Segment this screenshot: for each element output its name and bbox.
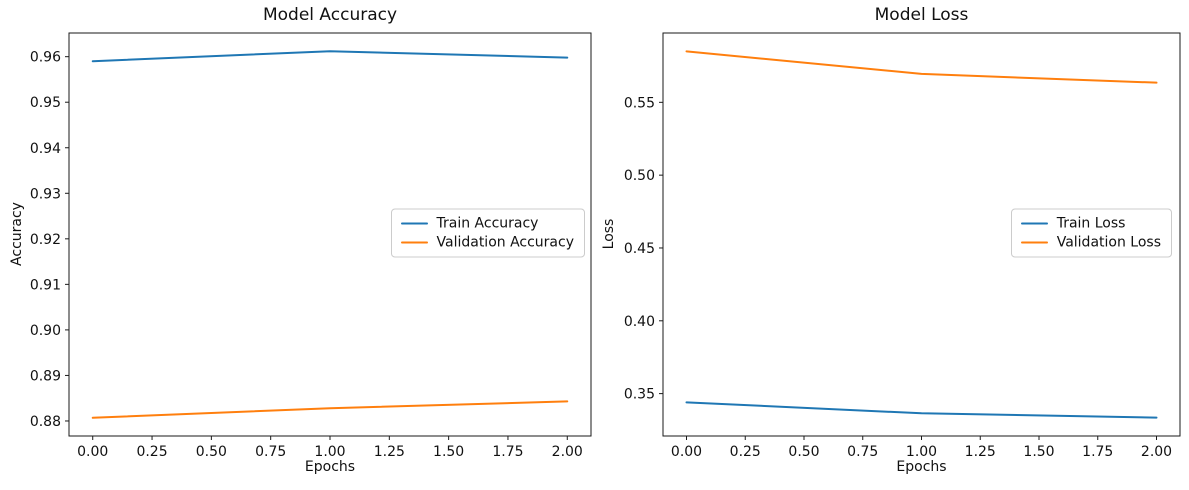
x-tick-label: 2.00: [1141, 444, 1172, 460]
train-loss-line: [685, 401, 1158, 419]
x-tick-label: 1.75: [492, 444, 523, 460]
y-tick-label: 0.93: [30, 186, 61, 202]
y-tick-label: 0.95: [30, 95, 61, 111]
accuracy-legend: Train Accuracy Validation Accuracy: [390, 208, 585, 258]
y-tick-label: 0.94: [30, 141, 61, 157]
y-tick-label: 0.50: [624, 168, 655, 184]
legend-line-swatch: [1020, 222, 1048, 225]
x-tick-label: 0.75: [255, 444, 286, 460]
y-tick-label: 0.90: [30, 323, 61, 339]
x-tick-label: 1.25: [965, 444, 996, 460]
loss-yaxis-label: Loss: [601, 218, 617, 250]
accuracy-xaxis-label: Epochs: [304, 459, 356, 475]
validation-accuracy-line: [91, 400, 569, 419]
x-tick-label: 0.25: [730, 444, 761, 460]
loss-xaxis-label: Epochs: [896, 459, 947, 475]
legend-label: Train Accuracy: [436, 215, 539, 232]
legend-label: Validation Loss: [1056, 234, 1161, 251]
y-tick-label: 0.45: [624, 241, 655, 257]
loss-legend: Train Loss Validation Loss: [1010, 208, 1172, 258]
accuracy-chart-title: Model Accuracy: [262, 5, 398, 25]
legend-item: Validation Accuracy: [400, 234, 575, 252]
y-tick-label: 0.96: [30, 50, 61, 66]
x-tick-label: 1.50: [1023, 444, 1054, 460]
legend-line-swatch: [1020, 241, 1048, 244]
x-tick-label: 1.00: [314, 444, 345, 460]
x-tick-label: 1.25: [374, 444, 405, 460]
train-accuracy-line: [91, 50, 569, 63]
x-tick-label: 0.50: [196, 444, 227, 460]
legend-item: Validation Loss: [1020, 234, 1161, 252]
x-tick-label: 0.00: [671, 444, 702, 460]
x-tick-label: 2.00: [552, 444, 583, 460]
accuracy-plot: 0.00 0.25 0.50 0.75 1.00 1.25 1.50 1.75 2.00 0.88…: [30, 32, 592, 460]
x-tick-label: 1.00: [906, 444, 937, 460]
legend-line-swatch: [400, 241, 428, 244]
accuracy-yaxis-label: Accuracy: [9, 202, 25, 266]
x-tick-label: 1.50: [433, 444, 464, 460]
y-tick-label: 0.89: [30, 368, 61, 384]
y-tick-label: 0.88: [30, 414, 61, 430]
x-tick-label: 0.50: [788, 444, 819, 460]
loss-plot: 0.00 0.25 0.50 0.75 1.00 1.25 1.50 1.75 2.00 0.35…: [624, 32, 1181, 460]
x-tick-label: 0.75: [847, 444, 878, 460]
x-tick-label: 1.75: [1082, 444, 1113, 460]
legend-label: Validation Accuracy: [436, 234, 575, 251]
y-tick-label: 0.40: [624, 314, 655, 330]
y-tick-label: 0.92: [30, 232, 61, 248]
legend-item: Train Accuracy: [400, 215, 575, 233]
y-tick-label: 0.55: [624, 95, 655, 111]
x-tick-label: 0.25: [136, 444, 167, 460]
legend-line-swatch: [400, 222, 428, 225]
loss-chart-title: Model Loss: [874, 5, 969, 25]
legend-item: Train Loss: [1020, 215, 1161, 233]
validation-loss-line: [685, 50, 1158, 84]
legend-label: Train Loss: [1056, 215, 1126, 232]
y-tick-label: 0.35: [624, 387, 655, 403]
x-tick-label: 0.00: [77, 444, 108, 460]
y-tick-label: 0.91: [30, 277, 61, 293]
